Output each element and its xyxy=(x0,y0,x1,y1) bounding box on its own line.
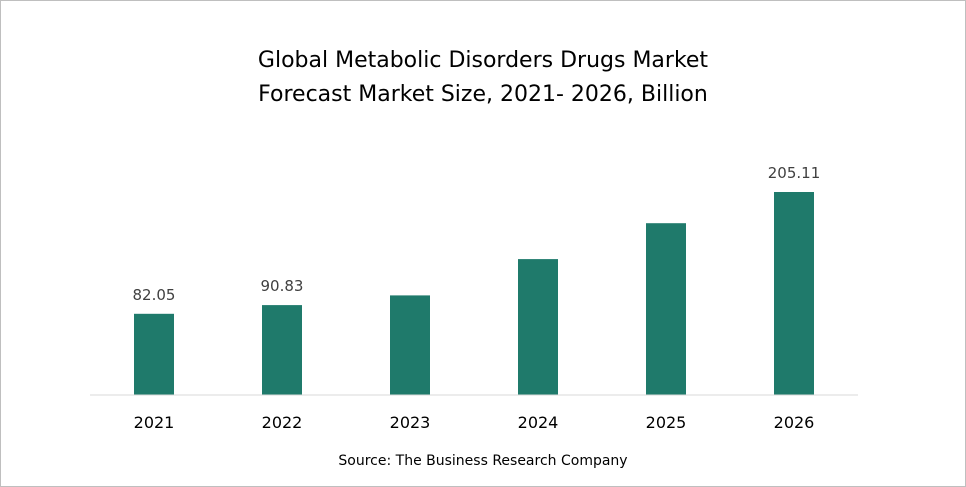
chart-title-line-1: Global Metabolic Disorders Drugs Market xyxy=(257,48,709,73)
x-tick-label-2022: 2022 xyxy=(262,413,303,432)
x-tick-label-2026: 2026 xyxy=(774,413,815,432)
data-label-2026: 205.11 xyxy=(768,164,821,182)
data-label-2022: 90.83 xyxy=(261,277,304,295)
bar-2023 xyxy=(390,295,430,395)
bar-2022 xyxy=(262,305,302,395)
chart-source: Source: The Business Research Company xyxy=(338,453,628,469)
x-tick-label-2024: 2024 xyxy=(518,413,559,432)
data-label-2021: 82.05 xyxy=(133,286,176,304)
bar-2024 xyxy=(518,259,558,395)
bar-2021 xyxy=(134,313,174,395)
bar-2026 xyxy=(774,192,814,395)
chart-title-line-2: Forecast Market Size, 2021- 2026, Billio… xyxy=(258,82,708,107)
chart-title: Global Metabolic Disorders Drugs Market … xyxy=(0,44,966,112)
x-tick-label-2023: 2023 xyxy=(390,413,431,432)
bar-2025 xyxy=(646,223,686,395)
x-tick-label-2025: 2025 xyxy=(646,413,687,432)
x-tick-label-2021: 2021 xyxy=(134,413,175,432)
